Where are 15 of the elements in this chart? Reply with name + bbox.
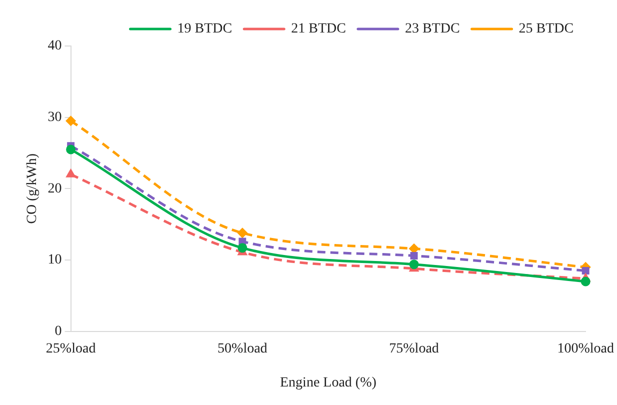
x-tick-label: 25%load <box>46 341 96 356</box>
legend-label: 21 BTDC <box>291 22 346 37</box>
y-tick-label: 10 <box>48 252 62 268</box>
x-tick-label: 50%load <box>218 341 268 356</box>
y-axis-title: CO (g/kWh) <box>25 153 40 224</box>
y-tick-label: 40 <box>48 38 62 54</box>
legend-label: 19 BTDC <box>177 22 232 37</box>
y-tick-label: 30 <box>48 110 62 126</box>
x-tick-label: 100%load <box>557 341 614 356</box>
legend-label: 25 BTDC <box>518 22 574 37</box>
x-axis-title: Engine Load (%) <box>280 375 377 390</box>
x-tick-label: 75%load <box>389 341 439 356</box>
y-tick-label: 0 <box>54 324 62 340</box>
legend-label: 23 BTDC <box>404 22 460 37</box>
y-tick-label: 20 <box>48 181 62 196</box>
